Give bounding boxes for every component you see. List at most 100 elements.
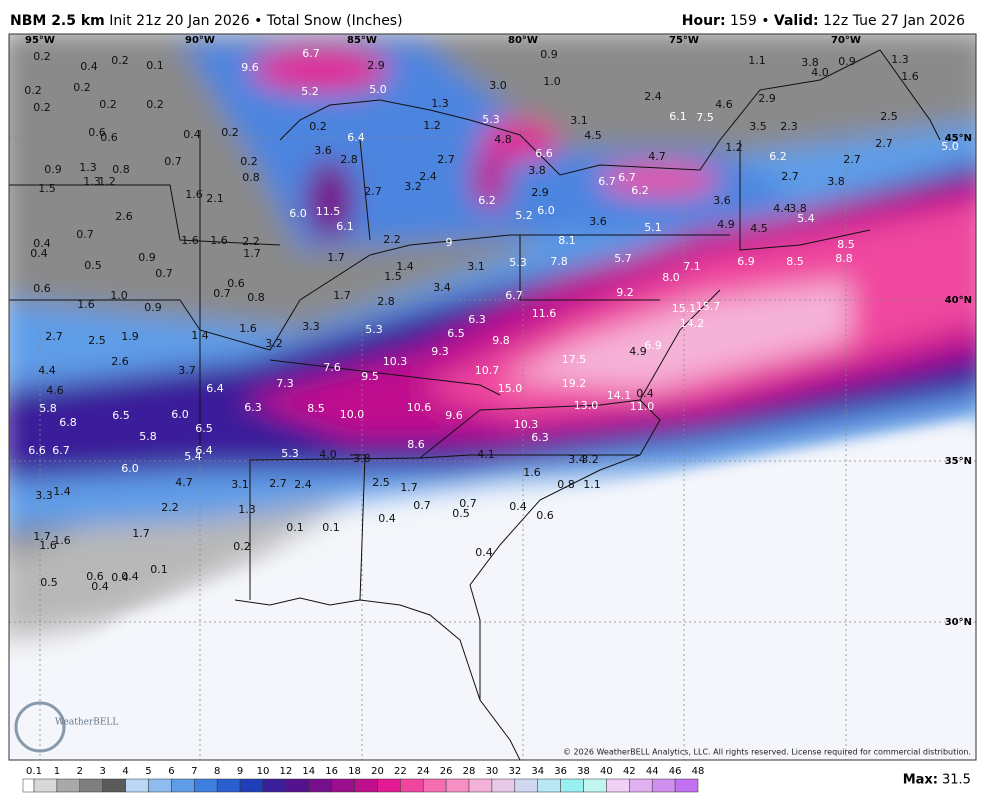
legend-swatch (422, 778, 447, 793)
legend-tick-label: 36 (554, 766, 567, 777)
legend-tick-label: 38 (577, 766, 590, 777)
snow-amount-label: 4.7 (175, 476, 193, 489)
snow-amount-label: 6.6 (535, 147, 553, 160)
snow-amount-label: 10.0 (340, 408, 365, 421)
legend-tick-label: 40 (600, 766, 613, 777)
snow-amount-label: 3.8 (789, 202, 807, 215)
snow-amount-label: 0.9 (540, 48, 558, 61)
lat-label: 35°N (945, 456, 972, 467)
snow-amount-label: 0.4 (636, 387, 654, 400)
snow-amount-label: 6.5 (447, 327, 465, 340)
snow-amount-label: 1.6 (523, 466, 541, 479)
snow-amount-label: 5.2 (301, 85, 319, 98)
snow-amount-label: 0.1 (146, 59, 164, 72)
snow-amount-label: 0.4 (33, 237, 51, 250)
snow-amount-label: 3.0 (489, 79, 507, 92)
snow-amount-label: 2.6 (115, 210, 133, 223)
header-right: Hour: 159 • Valid: 12z Tue 27 Jan 2026 (682, 13, 965, 29)
snow-amount-label: 4.0 (319, 448, 337, 461)
snow-amount-label: 3.6 (589, 215, 607, 228)
legend-tick-label: 7 (191, 766, 197, 777)
legend-swatch (262, 778, 287, 793)
snow-amount-label: 2.7 (269, 477, 287, 490)
snow-amount-label: 15.7 (696, 300, 721, 313)
legend-swatch (22, 778, 35, 793)
legend-swatch (331, 778, 355, 793)
snow-amount-label: 0.6 (100, 131, 118, 144)
legend-tick-label: 8 (214, 766, 220, 777)
snow-amount-label: 0.9 (144, 301, 162, 314)
snow-amount-label: 6.7 (302, 47, 320, 60)
snow-amount-label: 6.2 (769, 150, 787, 163)
snow-amount-label: 5.3 (509, 256, 527, 269)
snow-amount-label: 1.6 (181, 234, 199, 247)
legend-tick-label: 6 (168, 766, 174, 777)
snow-amount-label: 1.7 (327, 251, 345, 264)
snow-amount-label: 3.8 (353, 452, 371, 465)
legend-tick-label: 5 (145, 766, 151, 777)
legend-swatch (33, 778, 58, 793)
snow-labels: 0.2 0.4 0.2 0.1 6.7 9.6 2.9 5.2 5.0 0.9 1.0 3.0 1.1 3… (24, 47, 959, 593)
snow-amount-label: 0.5 (452, 507, 470, 520)
lon-label: 90°W (185, 35, 215, 46)
snow-amount-label: 8.5 (837, 238, 855, 251)
snow-amount-label: 1.2 (725, 141, 743, 154)
snow-amount-label: 1.6 (239, 322, 257, 335)
snow-amount-label: 6.6 (28, 444, 46, 457)
snow-amount-label: 0.9 (44, 163, 62, 176)
snow-amount-label: 4.4 (773, 202, 791, 215)
snow-amount-label: 7.1 (683, 260, 701, 273)
snow-amount-label: 6.1 (669, 110, 687, 123)
copyright: © 2026 WeatherBELL Analytics, LLC. All r… (563, 748, 971, 757)
snow-amount-label: 7.3 (276, 377, 294, 390)
lat-label: 45°N (945, 133, 972, 144)
snow-amount-label: 0.2 (221, 126, 239, 139)
snow-amount-label: 2.2 (242, 235, 260, 248)
product: Total Snow (Inches) (266, 13, 403, 29)
logo: WeatherBELL (14, 701, 118, 753)
snow-amount-label: 2.9 (367, 59, 385, 72)
snow-amount-label: 5.4 (184, 450, 202, 463)
snow-amount-label: 0.9 (138, 251, 156, 264)
snow-amount-label: 10.7 (475, 364, 500, 377)
snow-amount-label: 4.9 (717, 218, 735, 231)
legend-swatch (79, 778, 103, 793)
snow-amount-label: 8.6 (407, 438, 425, 451)
snow-amount-label: 0.5 (84, 259, 102, 272)
legend-swatch (514, 778, 538, 793)
legend-tick-label: 9 (237, 766, 243, 777)
lat-label: 40°N (945, 295, 972, 306)
snow-amount-label: 2.8 (377, 295, 395, 308)
snow-amount-label: 0.4 (111, 571, 129, 584)
snow-amount-label: 10.6 (407, 401, 432, 414)
snow-amount-label: 1.3 (891, 53, 909, 66)
snow-amount-label: 0.2 (99, 98, 117, 111)
snow-amount-label: 3.5 (749, 120, 767, 133)
snow-amount-label: 6.4 (206, 382, 224, 395)
snow-amount-label: 0.6 (33, 282, 51, 295)
init: Init 21z 20 Jan 2026 (109, 13, 249, 29)
snow-amount-label: 9.6 (445, 409, 463, 422)
snow-amount-label: 0.4 (91, 580, 109, 593)
snow-amount-label: 3.2 (265, 337, 283, 350)
legend-tick-label: 48 (692, 766, 705, 777)
snow-amount-label: 6.4 (195, 444, 213, 457)
snow-amount-label: 0.1 (322, 521, 340, 534)
legend-tick-label: 44 (646, 766, 659, 777)
snow-amount-label: 0.2 (240, 155, 258, 168)
snow-amount-label: 3.1 (231, 478, 249, 491)
snow-amount-label: 3.7 (178, 364, 196, 377)
snow-amount-label: 2.7 (843, 153, 861, 166)
legend-swatch (468, 778, 493, 793)
snow-amount-label: 5.3 (365, 323, 383, 336)
max-value: 31.5 (942, 773, 971, 788)
snow-amount-label: 5.0 (941, 140, 959, 153)
snow-amount-label: 2.5 (88, 334, 106, 347)
snow-amount-label: 9.8 (492, 334, 510, 347)
snow-amount-label: 0.4 (80, 60, 98, 73)
snow-amount-label: 9.3 (431, 345, 449, 358)
snow-amount-label: 0.7 (76, 228, 94, 241)
snow-amount-label: 4.5 (584, 129, 602, 142)
legend-swatch (148, 778, 172, 793)
snow-amount-label: 1.3 (238, 503, 256, 516)
